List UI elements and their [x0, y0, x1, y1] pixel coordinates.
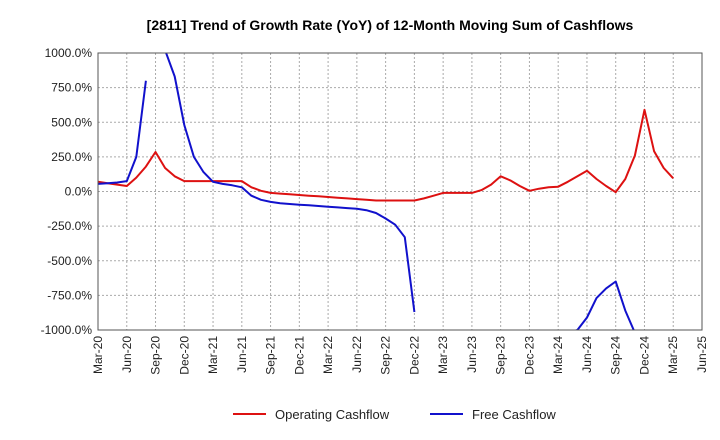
y-tick-label: 0.0%: [65, 185, 93, 199]
x-tick-label: Jun-25: [695, 336, 709, 373]
x-tick-label: Dec-22: [407, 336, 421, 375]
plot-frame: [97, 52, 703, 331]
legend-item: Operating Cashflow: [233, 407, 390, 422]
y-tick-label: -750.0%: [47, 288, 92, 302]
series-line: [98, 108, 674, 202]
x-tick-label: Dec-21: [292, 336, 306, 375]
series-line: [98, 80, 147, 185]
x-tick-label: Jun-22: [350, 336, 364, 373]
x-tick-label: Sep-21: [264, 336, 278, 375]
x-tick-label: Mar-23: [436, 336, 450, 374]
x-tick-label: Mar-24: [551, 336, 565, 374]
x-tick-label: Jun-20: [120, 336, 134, 373]
series-operating-cashflow: [98, 108, 674, 202]
legend-label: Free Cashflow: [472, 407, 556, 422]
series-free-cashflow: [98, 53, 635, 330]
x-tick-label: Jun-23: [465, 336, 479, 373]
chart-title: [2811] Trend of Growth Rate (YoY) of 12-…: [147, 17, 634, 33]
legend-item: Free Cashflow: [430, 407, 556, 422]
grid: [97, 52, 703, 331]
x-tick-label: Dec-23: [522, 336, 536, 375]
x-tick-label: Mar-25: [666, 336, 680, 374]
y-tick-label: 500.0%: [51, 115, 92, 129]
y-tick-label: 250.0%: [51, 150, 92, 164]
y-axis-ticks: 1000.0% 750.0% 500.0% 250.0% 0.0% -250.0% -500…: [41, 46, 93, 337]
x-tick-label: Sep-24: [609, 336, 623, 375]
y-tick-label: -1000.0%: [41, 323, 93, 337]
x-tick-label: Dec-20: [177, 336, 191, 375]
x-tick-label: Sep-22: [379, 336, 393, 375]
x-tick-label: Mar-22: [321, 336, 335, 374]
x-tick-label: Dec-24: [637, 336, 651, 375]
y-tick-label: 750.0%: [51, 81, 92, 95]
x-tick-label: Mar-21: [206, 336, 220, 374]
x-tick-label: Sep-20: [149, 336, 163, 375]
series-line: [573, 280, 635, 330]
legend: Operating Cashflow Free Cashflow: [233, 407, 556, 422]
x-tick-label: Sep-23: [494, 336, 508, 375]
y-tick-label: -250.0%: [47, 219, 92, 233]
series-line: [165, 53, 416, 313]
legend-label: Operating Cashflow: [275, 407, 390, 422]
x-tick-label: Jun-24: [580, 336, 594, 373]
x-axis-ticks: Mar-20 Jun-20 Sep-20 Dec-20 Mar-21 Jun-21 Sep-…: [91, 336, 709, 375]
series-layer: [98, 53, 674, 330]
x-tick-label: Jun-21: [235, 336, 249, 373]
y-tick-label: -500.0%: [47, 254, 92, 268]
x-tick-label: Mar-20: [91, 336, 105, 374]
y-tick-label: 1000.0%: [45, 46, 93, 60]
